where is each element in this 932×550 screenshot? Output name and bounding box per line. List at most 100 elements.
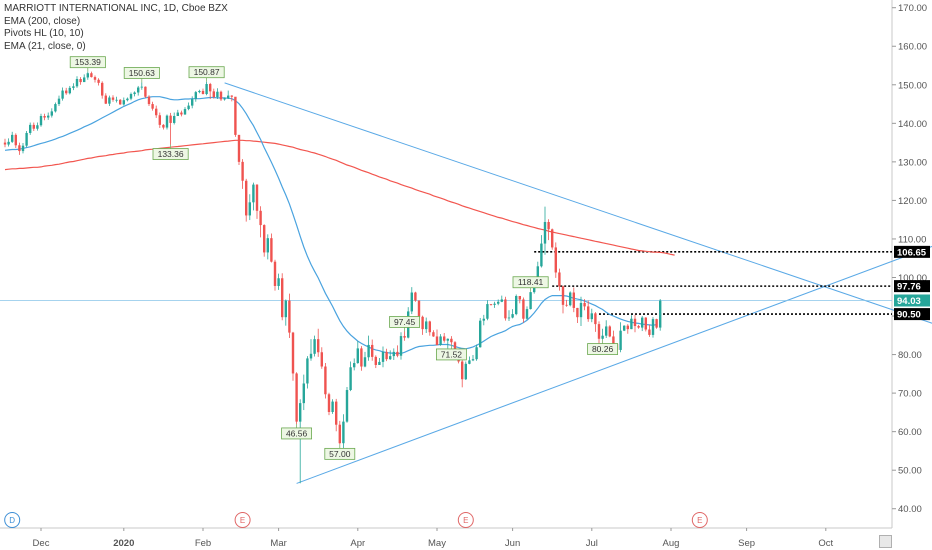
candle-body [385,351,388,360]
legend-symbol-title: MARRIOTT INTERNATIONAL INC, 1D, Cboe BZX [4,3,228,14]
candle-body [50,111,53,116]
pivot-label: 97.45 [394,317,416,327]
candle-body [273,261,277,286]
candle-body [525,309,529,319]
candle-body [641,317,644,328]
x-tick-label: May [428,538,446,549]
candle-body [655,319,658,328]
candle-body [129,94,133,99]
y-tick-label: 50.00 [898,466,922,477]
candle-body [284,300,287,318]
candle-body [223,98,226,100]
candle-body [579,302,583,318]
candle-body [482,318,485,321]
earnings-marker [691,512,708,528]
candle-body [47,115,50,118]
candle-body [417,300,421,317]
candle-body [565,304,568,306]
candle-body [605,326,608,336]
candle-body [381,351,385,362]
pivot-box [281,427,313,440]
candle-body [461,361,464,380]
candle-body [561,286,565,305]
candle-body [356,348,359,364]
candle-body [108,97,111,104]
pivot-label: 46.56 [286,428,308,438]
candle-body [158,115,161,125]
candle-body [295,373,298,422]
candle-body [237,134,241,162]
candle-body [630,318,633,330]
candle-body [504,299,507,319]
candle-body [572,292,575,308]
pivot-label: 133.36 [158,149,184,159]
x-tick-label: 2020 [113,538,134,549]
price-axis[interactable]: 40.0050.0060.0070.0080.0090.00100.00110.… [892,3,930,515]
pivot-box [123,67,160,79]
dividend-marker [4,512,21,528]
pivot-label: 150.63 [129,68,155,78]
candle-body [389,356,392,360]
candle-body [165,115,169,128]
candle-body [587,306,590,320]
candle-body [432,332,435,337]
legend-pivots[interactable]: Pivots HL (10, 10) [4,28,84,39]
candle-body [464,363,467,380]
candle-body [248,202,251,216]
last-price-tag-label: 94.03 [897,296,921,307]
candle-body [626,325,629,330]
candle-body [61,90,64,99]
y-tick-label: 160.00 [898,42,927,53]
legend-ema21[interactable]: EMA (21, close, 0) [4,40,86,52]
time-axis[interactable]: Dec 2020 Feb Mar Apr May Jun Jul Aug Sep Oct [33,528,834,549]
pivot-box [69,56,106,69]
candle-body [396,351,399,356]
candle-body [126,98,129,101]
candle-body [569,292,572,306]
pivot-label: 118.41 [518,277,544,287]
candle-body [255,184,259,211]
candle-body [11,134,14,142]
candle-body [421,316,424,330]
candle-body [97,79,100,83]
x-tick-label: Jun [505,538,520,549]
candle-body [450,338,453,343]
candle-body [507,317,511,319]
candle-body [25,132,28,146]
candle-body [83,77,86,83]
candle-body [57,98,61,105]
candle-body [162,124,165,128]
candle-body [230,95,233,97]
candle-body [583,302,586,307]
x-tick-label: Mar [270,538,286,549]
candle-body [39,116,43,126]
pivot-box [587,343,618,355]
candle-body [151,104,154,109]
candle-body [75,79,79,87]
pivot-box [512,276,549,289]
candle-body [619,330,622,350]
candle-body [302,383,305,404]
candle-body [21,145,25,152]
candle-body [140,86,143,88]
candle-body [266,238,269,253]
x-tick-label: Jul [586,538,598,549]
legend-ema200[interactable]: EMA (200, close) [4,15,81,27]
candle-body [122,100,125,105]
candle-body [378,361,381,365]
candle-body [219,91,223,100]
candle-body [317,339,320,353]
candle-body [633,318,637,327]
candle-body [104,95,107,104]
candle-body [360,348,363,367]
candle-body [205,84,208,95]
last-price-tag [894,294,930,307]
candle-body [392,351,395,357]
level-tag-label: 106.65 [897,247,927,258]
candle-body [191,99,194,106]
candle-body [79,79,82,83]
scroll-to-realtime-button[interactable] [879,535,892,548]
pivot-box [324,447,356,460]
